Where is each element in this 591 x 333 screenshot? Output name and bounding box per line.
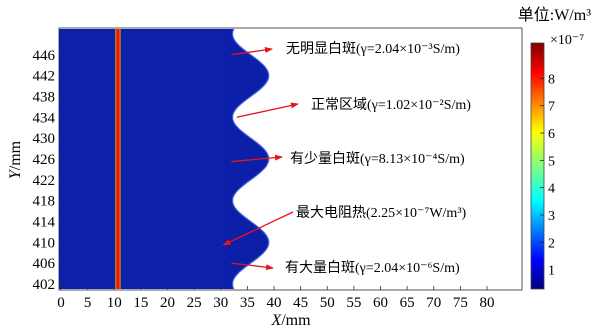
colorbar-tick-label: 1 — [548, 264, 555, 279]
annotation-arrow — [222, 211, 294, 246]
x-tick-label: 10 — [107, 295, 122, 311]
x-tick-label: 65 — [400, 295, 415, 311]
annotation-arrow — [231, 154, 283, 163]
annotation-label: 最大电阻热(2.25×10⁻⁷W/m³) — [296, 205, 467, 221]
x-axis-title: X/mm — [270, 312, 311, 329]
annotation-arrow — [231, 47, 273, 56]
y-tick-label: 422 — [33, 173, 56, 189]
y-tick-label: 414 — [33, 214, 56, 230]
x-tick-label: 35 — [240, 295, 255, 311]
colorbar-tick-label: 6 — [548, 127, 555, 142]
hot-strip — [115, 29, 121, 289]
colorbar-tick-label: 2 — [548, 236, 555, 251]
y-tick-label: 402 — [33, 277, 56, 293]
x-tick-label: 55 — [346, 295, 361, 311]
annotation-label: 有大量白斑(γ=2.04×10⁻⁶S/m) — [285, 260, 460, 276]
y-tick-label: 446 — [33, 48, 56, 64]
x-tick-label: 80 — [480, 295, 495, 311]
x-tick-label: 60 — [373, 295, 388, 311]
x-tick-label: 15 — [133, 295, 148, 311]
x-tick-label: 30 — [213, 295, 228, 311]
y-tick-label: 438 — [33, 89, 56, 105]
y-tick-label: 434 — [33, 110, 56, 126]
annotation-arrow — [231, 262, 274, 271]
y-axis: 402 406 410 414 418 422 426 430 434 438 442 446 — [33, 48, 63, 293]
y-tick-label: 418 — [33, 194, 56, 210]
colorbar-title: 单位:W/m³ — [518, 6, 591, 24]
annotations: 无明显白斑(γ=2.04×10⁻³S/m) 正常区域(γ=1.02×10⁻²S/m… — [222, 41, 471, 276]
annotation-label: 无明显白斑(γ=2.04×10⁻³S/m) — [286, 41, 460, 57]
colorbar-tick-label: 5 — [548, 154, 555, 169]
y-axis-title: Y/mm — [7, 140, 24, 179]
x-tick-label: 20 — [160, 295, 175, 311]
x-tick-label: 70 — [426, 295, 441, 311]
x-tick-label: 45 — [293, 295, 308, 311]
colorbar-tick-label: 7 — [548, 100, 555, 115]
y-tick-label: 406 — [33, 256, 56, 272]
colorbar — [530, 42, 545, 290]
field-boundary — [231, 28, 270, 290]
x-tick-label: 40 — [267, 295, 282, 311]
colorbar-multiplier: ×10⁻⁷ — [550, 33, 584, 48]
x-tick-label: 5 — [84, 295, 92, 311]
colorbar-tick-label: 4 — [548, 182, 555, 197]
x-axis: 0 5 10 15 20 25 30 35 40 45 50 55 60 65 70 75 80 — [57, 286, 495, 311]
y-tick-label: 430 — [33, 131, 56, 147]
annotation-label: 正常区域(γ=1.02×10⁻²S/m) — [311, 97, 471, 113]
x-tick-label: 50 — [320, 295, 335, 311]
colorbar-ticks: 1 2 3 4 5 6 7 8 — [540, 72, 555, 279]
annotation-label: 有少量白斑(γ=8.13×10⁻⁴S/m) — [290, 151, 465, 167]
y-tick-label: 426 — [33, 152, 56, 168]
colorbar-tick-label: 3 — [548, 209, 555, 224]
y-tick-label: 410 — [33, 235, 56, 251]
x-tick-label: 25 — [187, 295, 202, 311]
x-tick-label: 75 — [453, 295, 468, 311]
x-tick-label: 0 — [57, 295, 65, 311]
annotation-arrow — [236, 102, 299, 118]
y-tick-label: 442 — [33, 69, 56, 85]
colorbar-tick-label: 8 — [548, 72, 555, 87]
